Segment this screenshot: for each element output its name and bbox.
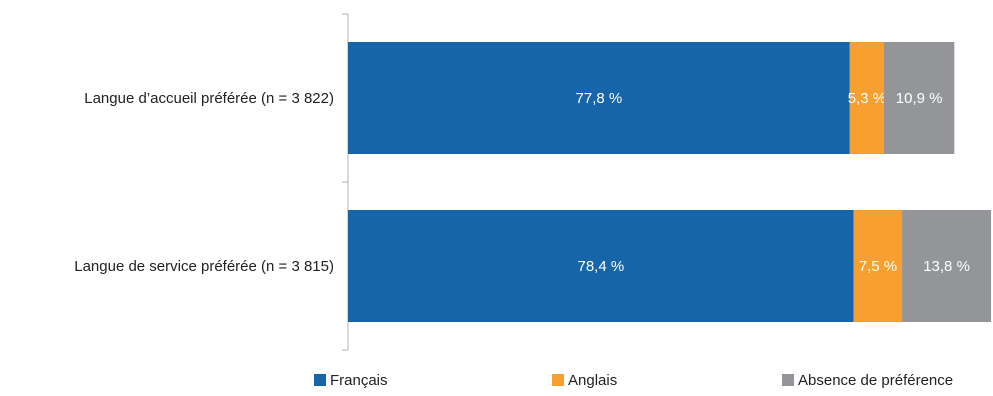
legend-label: Français	[330, 372, 388, 389]
axis-layer	[342, 13, 349, 351]
category-label: Langue d’accueil préférée (n = 3 822)	[84, 90, 334, 107]
data-label: 7,5 %	[859, 258, 897, 275]
category-labels-layer: Langue d’accueil préférée (n = 3 822) Lan…	[74, 90, 334, 275]
legend-swatch	[552, 374, 564, 386]
bar-segment-absence-de-pr-f-rence	[902, 210, 992, 322]
data-label: 5,3 %	[848, 90, 886, 107]
data-label: 78,4 %	[577, 258, 624, 275]
bars-layer: 77,8 % 5,3 % 10,9 % 78,4 % 7,5 % 13,8 %	[348, 42, 992, 322]
legend-swatch	[782, 374, 794, 386]
bar-segment-absence-de-pr-f-rence	[883, 42, 955, 154]
category-label: Langue de service préférée (n = 3 815)	[74, 258, 334, 275]
bar-segment-anglais	[853, 210, 903, 322]
legend: Français Anglais Absence de préférence	[314, 372, 953, 389]
bar-segment-fran-ais	[348, 42, 850, 154]
bar-segment-anglais	[849, 42, 884, 154]
bar-segment-fran-ais	[348, 210, 854, 322]
legend-swatch	[314, 374, 326, 386]
data-label: 10,9 %	[896, 90, 943, 107]
data-label: 13,8 %	[923, 258, 970, 275]
data-label: 77,8 %	[576, 90, 623, 107]
legend-label: Absence de préférence	[798, 372, 953, 389]
legend-label: Anglais	[568, 372, 617, 389]
